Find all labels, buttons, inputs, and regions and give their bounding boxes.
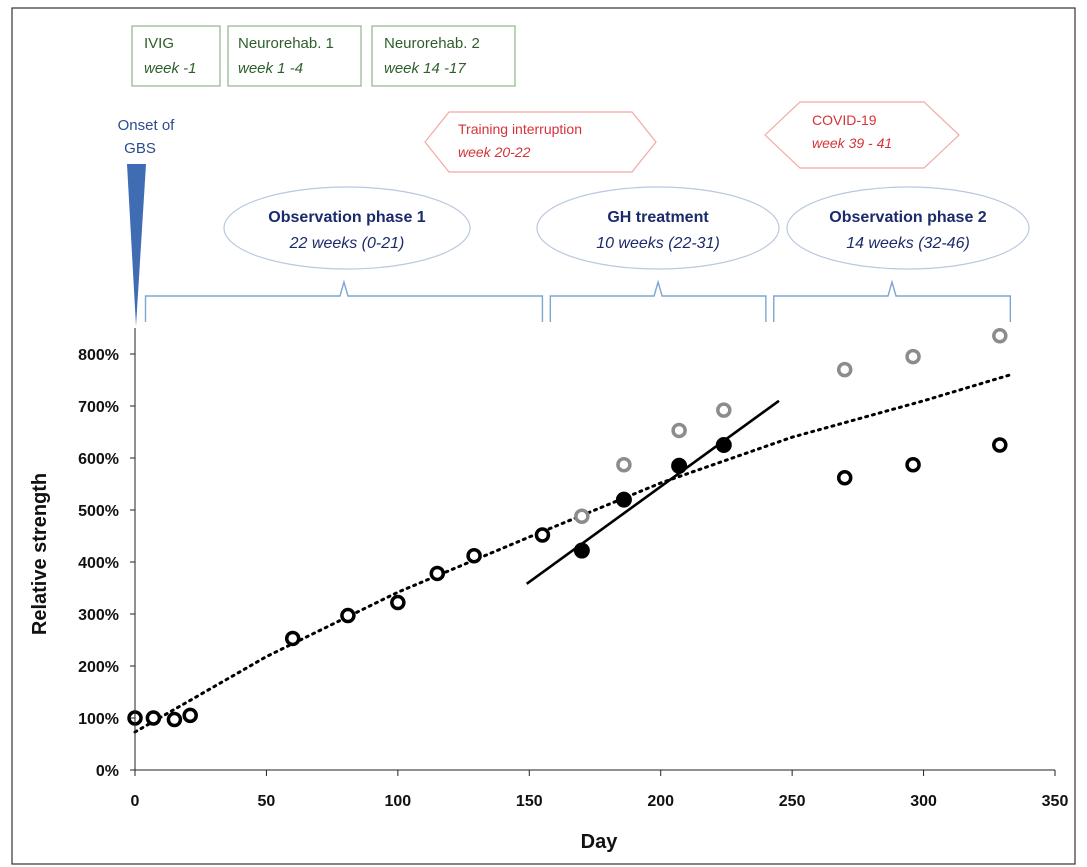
data-point-filled: [573, 542, 590, 559]
y-tick-label: 500%: [78, 503, 119, 520]
data-points: [127, 328, 1008, 728]
y-tick-label: 400%: [78, 555, 119, 572]
phase-observation-1: Observation phase 1 22 weeks (0-21): [223, 186, 471, 270]
onset-line-1: Onset of: [118, 117, 176, 134]
data-point-gray: [992, 328, 1008, 344]
phase-bracket: [549, 279, 767, 322]
data-point-open: [340, 607, 356, 624]
y-tick-label: 600%: [78, 451, 119, 468]
x-axis-label: Day: [581, 831, 619, 853]
data-point-filled: [671, 457, 688, 474]
trendline-dotted: [133, 373, 1012, 734]
x-tick-label: 150: [516, 793, 543, 810]
data-point-filled: [615, 491, 632, 508]
data-point-open: [836, 470, 853, 486]
y-tick-label: 0%: [96, 763, 119, 780]
x-tick-label: 300: [910, 793, 937, 810]
data-point-open: [182, 707, 198, 724]
data-point-open: [284, 630, 301, 647]
y-tick-label: 300%: [78, 607, 119, 624]
axes: 0 50 100 150 200 250 300 350 0% 100% 200% 300% 400% 5…: [78, 328, 1068, 810]
data-point-open: [390, 594, 406, 611]
phase-bracket: [144, 279, 544, 322]
x-tick-label: 0: [131, 793, 140, 810]
interruption-name: COVID-19: [812, 112, 877, 128]
phase-bracket: [773, 279, 1012, 322]
treatment-name: Neurorehab. 2: [384, 35, 480, 52]
phase-period: 14 weeks (32-46): [846, 235, 970, 252]
x-tick-label: 50: [258, 793, 276, 810]
data-point-gray: [574, 508, 590, 524]
interruption-covid: COVID-19 week 39 - 41: [764, 101, 960, 169]
x-tick-label: 250: [779, 793, 806, 810]
phase-gh-treatment: GH treatment 10 weeks (22-31): [536, 186, 780, 270]
data-point-gray: [616, 457, 632, 473]
phase-name: Observation phase 1: [268, 209, 425, 226]
phase-observation-2: Observation phase 2 14 weeks (32-46): [786, 186, 1030, 270]
treatment-period: week 14 -17: [384, 60, 466, 77]
interruption-period: week 20-22: [458, 144, 531, 160]
x-tick-label: 350: [1042, 793, 1069, 810]
data-point-open: [166, 711, 183, 728]
data-point-open: [534, 527, 551, 543]
data-point-open: [992, 437, 1008, 453]
interruption-period: week 39 - 41: [812, 135, 892, 151]
data-point-open: [145, 710, 162, 726]
phase-name: GH treatment: [607, 209, 709, 226]
data-point-open: [429, 565, 446, 582]
treatment-period: week 1 -4: [238, 60, 303, 77]
data-point-gray: [671, 422, 687, 439]
onset-marker-icon: [127, 164, 146, 326]
y-tick-label: 200%: [78, 659, 119, 676]
interruption-training: Training interruption week 20-22: [424, 111, 657, 173]
y-tick-label: 100%: [78, 711, 119, 728]
x-tick-label: 200: [647, 793, 674, 810]
trendlines: [133, 373, 1012, 734]
treatment-name: Neurorehab. 1: [238, 35, 334, 52]
data-point-open: [905, 457, 921, 473]
y-axis-label: Relative strength: [29, 473, 51, 635]
y-tick-label: 700%: [78, 399, 119, 416]
data-point-open: [466, 548, 482, 564]
phase-period: 22 weeks (0-21): [289, 235, 405, 252]
phase-name: Observation phase 2: [829, 209, 986, 226]
treatment-box-neurorehab-2: Neurorehab. 2 week 14 -17: [371, 25, 516, 87]
data-point-gray: [905, 348, 921, 365]
treatment-box-ivig: IVIG week -1: [131, 25, 221, 87]
onset-line-2: GBS: [124, 140, 156, 157]
trendline-solid: [525, 399, 780, 585]
data-point-gray: [716, 402, 732, 418]
y-tick-label: 800%: [78, 347, 119, 364]
treatment-period: week -1: [144, 60, 197, 77]
onset-label: Onset of GBS: [118, 117, 176, 157]
data-point-filled: [715, 437, 732, 453]
x-tick-label: 100: [385, 793, 412, 810]
interruption-name: Training interruption: [458, 121, 582, 137]
phase-period: 10 weeks (22-31): [596, 235, 720, 252]
treatment-name: IVIG: [144, 35, 174, 52]
data-point-gray: [836, 361, 853, 378]
treatment-box-neurorehab-1: Neurorehab. 1 week 1 -4: [227, 25, 362, 87]
phase-brackets: [144, 279, 1012, 322]
